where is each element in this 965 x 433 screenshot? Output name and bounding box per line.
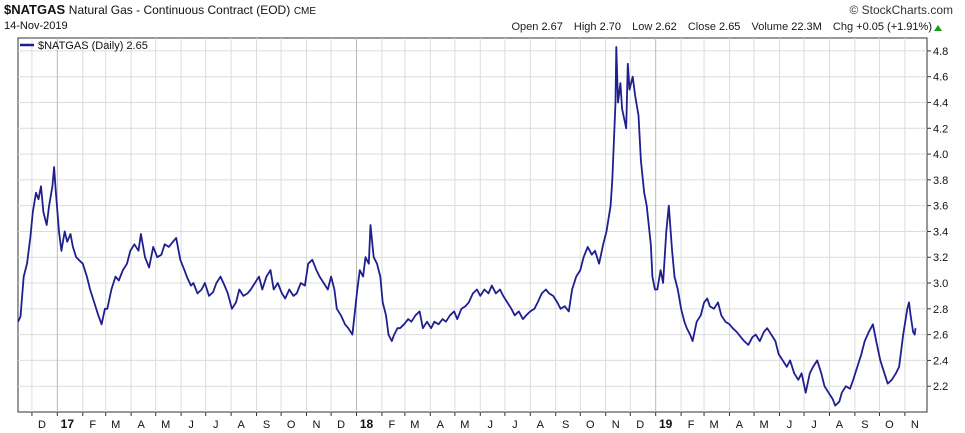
- x-month-label: M: [709, 419, 718, 431]
- y-tick-label: 4.2: [933, 123, 948, 135]
- x-month-label: M: [759, 419, 768, 431]
- x-month-label: A: [836, 419, 844, 431]
- low-label: Low: [632, 21, 653, 33]
- chg-value: +0.05 (+1.91%): [856, 21, 932, 33]
- y-tick-label: 2.2: [933, 381, 948, 393]
- x-year-label: 18: [360, 417, 374, 431]
- symbol-exchange: CME: [293, 6, 317, 17]
- x-year-label: 17: [61, 417, 75, 431]
- y-tick-label: 4.8: [933, 46, 948, 58]
- x-month-label: M: [460, 419, 469, 431]
- low-value: 2.62: [655, 21, 677, 33]
- x-month-label: A: [137, 419, 145, 431]
- high-value: 2.70: [599, 21, 622, 33]
- x-month-label: S: [562, 419, 569, 431]
- close-label: Close: [687, 21, 716, 33]
- x-month-label: J: [512, 419, 518, 431]
- y-axis: 2.2 2.4 2.6 2.8 3.0 3.2 3.4 3.6 3.8 4.0 4.2 4.4 4.6 4…: [927, 46, 948, 393]
- legend-label: $NATGAS (Daily) 2.65: [38, 40, 148, 52]
- chart-legend: $NATGAS (Daily) 2.65: [20, 40, 148, 52]
- volume-value: 22.3M: [791, 21, 822, 33]
- chg-label: Chg: [832, 21, 854, 33]
- y-tick-label: 4.4: [933, 97, 948, 109]
- y-tick-label: 2.6: [933, 330, 948, 342]
- symbol-description: Natural Gas - Continuous Contract (EOD): [68, 3, 291, 17]
- y-tick-label: 3.2: [933, 252, 948, 264]
- x-axis: D 17 F M A M J J A S O N D 18 F M A M J J A S O N D 19 F M A M J J A S O N: [31, 412, 919, 431]
- high-label: High: [573, 21, 597, 33]
- volume-label: Volume: [751, 21, 789, 33]
- x-month-label: J: [213, 419, 219, 431]
- chart-symbol-title: $NATGAS Natural Gas - Continuous Contrac…: [4, 2, 316, 17]
- x-month-label: F: [389, 419, 396, 431]
- x-month-label: O: [586, 419, 595, 431]
- x-month-label: J: [787, 419, 793, 431]
- price-series-line: [17, 46, 917, 407]
- x-month-label: F: [688, 419, 695, 431]
- x-month-label: S: [263, 419, 270, 431]
- x-month-label: N: [911, 419, 919, 431]
- y-tick-label: 2.8: [933, 304, 948, 316]
- x-month-label: S: [861, 419, 868, 431]
- x-month-label: M: [111, 419, 120, 431]
- x-month-label: N: [313, 419, 321, 431]
- x-month-label: J: [188, 419, 194, 431]
- up-arrow-icon: [934, 25, 942, 31]
- y-tick-label: 3.0: [933, 278, 948, 290]
- y-tick-label: 4.6: [933, 72, 948, 84]
- grid-lines: [18, 38, 927, 412]
- x-month-label: M: [161, 419, 170, 431]
- x-month-label: J: [488, 419, 494, 431]
- x-month-label: A: [237, 419, 245, 431]
- x-month-label: J: [811, 419, 817, 431]
- symbol-ticker: $NATGAS: [4, 2, 66, 17]
- x-month-label: D: [337, 419, 345, 431]
- plot-area: [17, 37, 928, 413]
- close-value: 2.65: [719, 21, 741, 33]
- chart-date: 14-Nov-2019: [4, 20, 68, 32]
- y-tick-label: 2.4: [933, 355, 948, 367]
- x-month-label: D: [38, 419, 46, 431]
- y-tick-label: 3.6: [933, 201, 948, 213]
- y-tick-label: 3.4: [933, 226, 948, 238]
- x-month-label: A: [437, 419, 445, 431]
- x-month-label: O: [885, 419, 894, 431]
- x-month-label: A: [736, 419, 744, 431]
- open-value: 2.67: [541, 21, 563, 33]
- x-month-label: M: [410, 419, 419, 431]
- y-tick-label: 3.8: [933, 175, 948, 187]
- x-month-label: O: [287, 419, 296, 431]
- x-year-label: 19: [659, 417, 673, 431]
- open-label: Open: [511, 21, 539, 33]
- x-month-label: F: [89, 419, 96, 431]
- x-month-label: A: [537, 419, 545, 431]
- stockcharts-credit[interactable]: © StockCharts.com: [849, 3, 953, 17]
- ohlc-readout: Open 2.67 High 2.70 Low 2.62 Close 2.65 …: [511, 21, 932, 33]
- x-month-label: D: [636, 419, 644, 431]
- y-tick-label: 4.0: [933, 149, 948, 161]
- x-month-label: N: [612, 419, 620, 431]
